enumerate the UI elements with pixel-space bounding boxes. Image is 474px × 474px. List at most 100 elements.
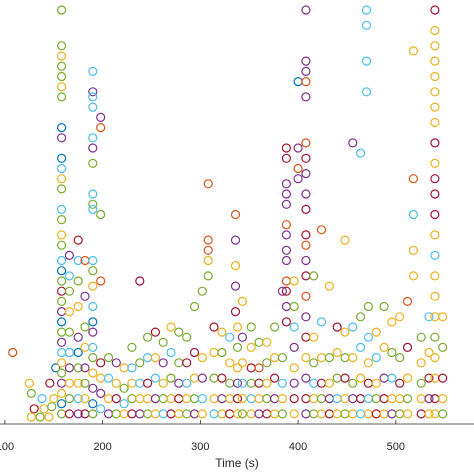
data-point [88,158,98,168]
data-point [73,332,83,342]
data-point [430,117,440,128]
data-point [430,250,440,260]
data-point [289,301,299,312]
data-point [356,312,366,322]
data-point [430,87,440,97]
data-point [56,133,67,143]
data-point [64,409,75,419]
data-point [301,169,311,179]
data-point [88,353,98,363]
data-point [73,394,83,404]
data-point [88,66,98,77]
data-point [301,138,311,148]
data-point [361,87,372,97]
data-point [96,112,106,123]
data-point [217,327,227,337]
data-point [174,327,184,337]
data-point [182,358,192,368]
data-point [88,317,98,327]
x-tick-label: 300 [191,441,209,453]
data-point [217,347,227,358]
data-point [430,189,440,199]
data-point [203,255,213,266]
data-point [49,394,59,404]
data-point [408,245,418,255]
data-point [232,394,243,404]
data-point [301,153,311,163]
data-point [430,271,440,281]
data-point [64,250,75,260]
data-point [324,281,334,291]
data-point [73,409,83,419]
data-point [64,327,75,337]
data-point [363,358,373,368]
data-point [262,378,272,388]
data-point [424,373,434,383]
data-point [56,255,67,266]
data-point [26,388,36,398]
data-point [56,51,67,61]
data-point [387,347,397,358]
data-point [8,347,18,358]
data-point [56,358,67,368]
data-point [73,347,83,358]
data-point [64,378,75,388]
data-point [387,317,397,327]
data-point [26,412,36,422]
data-point [56,215,67,225]
data-point [262,358,272,368]
data-point [56,266,67,276]
data-point [402,296,413,306]
data-point [45,378,55,388]
data-point [56,337,67,347]
data-point [361,20,372,30]
data-point [237,332,247,342]
data-point [270,322,280,332]
data-point [430,174,440,184]
data-point [424,347,434,358]
data-point [356,342,366,352]
data-point [111,378,121,388]
data-point [88,266,98,276]
data-point [254,363,264,373]
data-point [281,153,291,163]
data-point [281,143,291,153]
data-point [301,66,311,77]
x-tick-label: 100 [0,441,14,453]
data-point [166,347,176,358]
data-point [64,394,75,404]
data-point [438,394,448,404]
data-point [408,46,418,56]
data-point [371,353,381,363]
data-point [80,378,90,388]
data-point [246,322,256,332]
data-point [158,358,168,368]
data-point [289,363,299,373]
data-point [56,230,67,240]
data-point [56,296,67,306]
data-point [332,322,342,332]
data-point [301,92,311,102]
data-point [29,404,39,414]
data-point [430,209,440,220]
data-point [324,378,334,388]
x-tick-label: 500 [387,441,405,453]
data-point [289,378,299,388]
data-point [73,276,83,286]
x-tick-label: 400 [289,441,307,453]
data-point [56,71,67,82]
data-point [246,342,256,352]
data-point [24,378,34,388]
data-point [356,148,366,158]
data-point [197,373,207,383]
data-point [80,394,90,404]
data-point [237,296,247,306]
data-point [96,404,106,414]
data-point [430,230,440,240]
data-point [316,317,327,327]
data-point [277,378,287,388]
data-point [143,332,153,342]
data-point [103,353,114,363]
data-point [143,378,153,388]
data-point [289,276,299,286]
